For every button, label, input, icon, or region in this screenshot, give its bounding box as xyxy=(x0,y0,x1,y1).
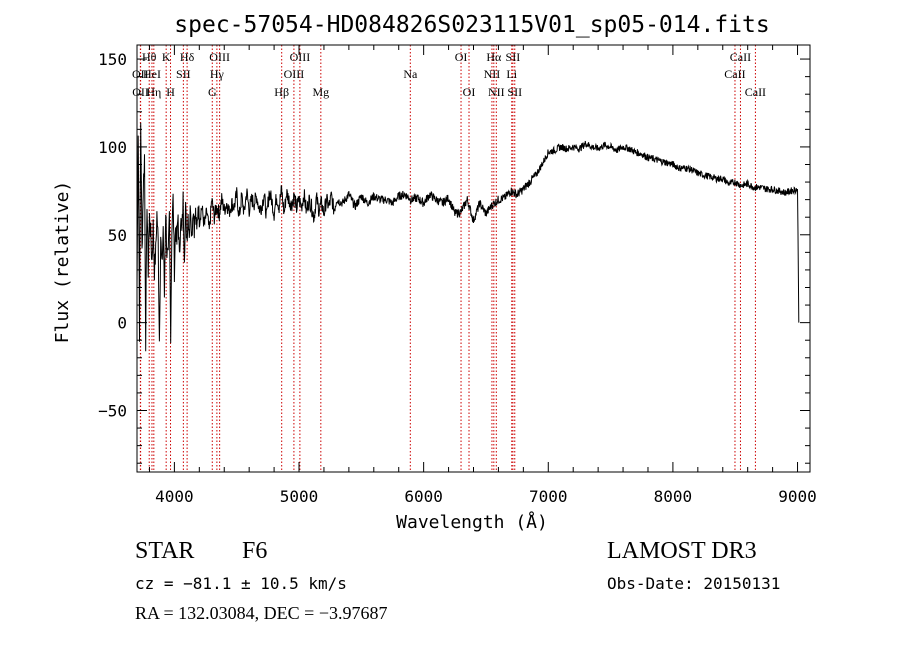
line-label-24: SII xyxy=(507,85,522,99)
x-axis-label: Wavelength (Å) xyxy=(396,511,548,533)
line-label-16: Na xyxy=(403,67,418,81)
line-label-2: Hθ xyxy=(142,50,157,64)
line-label-10: Hγ xyxy=(210,67,225,81)
y-tick-label-4: 150 xyxy=(98,50,127,69)
observation-date: Obs-Date: 20150131 xyxy=(607,574,781,593)
flux-line xyxy=(136,122,800,352)
subclass: F6 xyxy=(242,538,268,564)
x-tick-label-0: 4000 xyxy=(155,487,194,506)
x-tick-label-5: 9000 xyxy=(778,487,817,506)
spectral-line-markers xyxy=(139,45,756,472)
line-label-13: OIII xyxy=(284,67,305,81)
line-label-5: K xyxy=(162,50,171,64)
line-label-25: CaII xyxy=(730,50,751,64)
line-label-3: HeI xyxy=(143,67,161,81)
chart-title: spec-57054-HD084826S023115V01_sp05-014.f… xyxy=(174,12,769,38)
survey-name: LAMOST DR3 xyxy=(607,538,757,564)
line-label-6: SII xyxy=(176,67,191,81)
coordinates: RA = 132.03084, DEC = −3.97687 xyxy=(135,603,388,623)
line-label-11: G xyxy=(208,85,217,99)
line-label-27: CaII xyxy=(745,85,766,99)
line-label-14: Hβ xyxy=(274,85,289,99)
line-label-0: OII xyxy=(132,67,149,81)
line-label-1: OII xyxy=(132,85,149,99)
x-tick-label-1: 5000 xyxy=(280,487,319,506)
line-label-15: Mg xyxy=(312,85,329,99)
y-tick-label-2: 50 xyxy=(108,226,127,245)
line-label-4: Hη xyxy=(146,85,161,99)
y-tick-label-1: 0 xyxy=(117,314,127,333)
line-label-26: CaII xyxy=(724,67,745,81)
line-label-23: NII xyxy=(488,85,505,99)
line-label-9: OIII xyxy=(209,50,230,64)
spectrum-chart: spec-57054-HD084826S023115V01_sp05-014.f… xyxy=(52,12,817,533)
axes: 4000 5000 6000 7000 8000 9000 −50 0 50 100 150 xyxy=(98,45,817,506)
line-label-8: Hδ xyxy=(180,50,195,64)
line-label-18: OI xyxy=(463,85,476,99)
line-label-20: SII xyxy=(506,50,521,64)
line-label-21: NII xyxy=(484,67,501,81)
line-label-17: OI xyxy=(455,50,468,64)
x-tick-label-3: 7000 xyxy=(529,487,568,506)
plot-frame xyxy=(136,44,811,473)
flux-series xyxy=(136,122,800,352)
y-tick-label-3: 100 xyxy=(98,138,127,157)
object-type: STAR xyxy=(135,538,195,564)
line-label-22: Li xyxy=(506,67,517,81)
redshift-value: cz = −81.1 ± 10.5 km/s xyxy=(135,574,347,593)
line-label-19: Hα xyxy=(486,50,502,64)
x-tick-label-2: 6000 xyxy=(404,487,443,506)
line-label-12: OIII xyxy=(290,50,311,64)
line-label-7: H xyxy=(166,85,175,99)
y-axis-label: Flux (relative) xyxy=(52,181,73,344)
y-tick-label-0: −50 xyxy=(98,401,127,420)
x-tick-label-4: 8000 xyxy=(654,487,693,506)
